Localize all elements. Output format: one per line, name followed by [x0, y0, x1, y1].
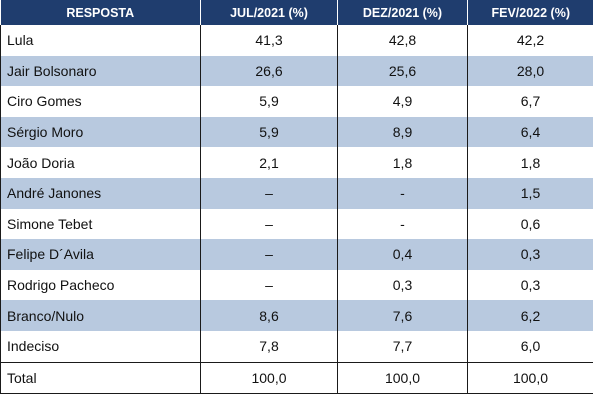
cell-fev-2022: 1,5: [467, 177, 593, 209]
cell-dez-2021: 25,6: [337, 55, 468, 87]
table-row: Rodrigo Pacheco – 0,3 0,3: [0, 269, 593, 301]
table-row: Felipe D´Avila – 0,4 0,3: [0, 239, 593, 270]
table-header: RESPOSTA JUL/2021 (%) DEZ/2021 (%) FEV/2…: [0, 0, 593, 25]
row-label: Simone Tebet: [0, 208, 201, 240]
row-label: Felipe D´Avila: [0, 239, 201, 270]
column-header-resposta: RESPOSTA: [0, 0, 201, 25]
table-row: Branco/Nulo 8,6 7,6 6,2: [0, 300, 593, 331]
table-row: Indeciso 7,8 7,7 6,0: [0, 330, 593, 363]
cell-jul-2021: 5,9: [200, 86, 338, 117]
column-header-fev-2022: FEV/2022 (%): [467, 0, 593, 25]
cell-fev-2022: 0,3: [467, 239, 593, 270]
table-row: André Janones – - 1,5: [0, 177, 593, 209]
cell-jul-2021: 5,9: [200, 116, 338, 148]
cell-jul-2021: –: [200, 239, 338, 270]
cell-fev-2022: 6,7: [467, 86, 593, 117]
row-label: Indeciso: [0, 330, 201, 363]
cell-jul-2021: 100,0: [200, 361, 338, 395]
table-row: Ciro Gomes 5,9 4,9 6,7: [0, 86, 593, 117]
cell-fev-2022: 42,2: [467, 25, 593, 56]
cell-dez-2021: -: [337, 208, 468, 240]
cell-jul-2021: –: [200, 208, 338, 240]
cell-dez-2021: 7,6: [337, 300, 468, 331]
cell-jul-2021: –: [200, 177, 338, 209]
row-label: Sérgio Moro: [0, 116, 201, 148]
table-row: João Doria 2,1 1,8 1,8: [0, 147, 593, 178]
cell-dez-2021: -: [337, 177, 468, 209]
cell-fev-2022: 6,2: [467, 300, 593, 331]
cell-dez-2021: 100,0: [337, 361, 468, 395]
column-header-dez-2021: DEZ/2021 (%): [337, 0, 468, 25]
table-row: Jair Bolsonaro 26,6 25,6 28,0: [0, 55, 593, 87]
cell-jul-2021: 2,1: [200, 147, 338, 178]
row-label: Jair Bolsonaro: [0, 55, 201, 87]
cell-fev-2022: 6,4: [467, 116, 593, 148]
header-row: RESPOSTA JUL/2021 (%) DEZ/2021 (%) FEV/2…: [0, 0, 593, 25]
cell-fev-2022: 0,3: [467, 269, 593, 301]
cell-fev-2022: 28,0: [467, 55, 593, 87]
cell-dez-2021: 4,9: [337, 86, 468, 117]
column-header-jul-2021: JUL/2021 (%): [200, 0, 338, 25]
row-label: André Janones: [0, 177, 201, 209]
cell-dez-2021: 8,9: [337, 116, 468, 148]
table-body: Lula 41,3 42,8 42,2 Jair Bolsonaro 26,6 …: [0, 25, 593, 395]
row-label: João Doria: [0, 147, 201, 178]
cell-jul-2021: 7,8: [200, 330, 338, 363]
table-row: Lula 41,3 42,8 42,2: [0, 25, 593, 56]
cell-jul-2021: 41,3: [200, 25, 338, 56]
cell-jul-2021: 26,6: [200, 55, 338, 87]
cell-fev-2022: 0,6: [467, 208, 593, 240]
table-row: Simone Tebet – - 0,6: [0, 208, 593, 240]
cell-dez-2021: 42,8: [337, 25, 468, 56]
row-label: Rodrigo Pacheco: [0, 269, 201, 301]
row-label: Total: [0, 361, 201, 395]
cell-dez-2021: 7,7: [337, 330, 468, 363]
poll-table: RESPOSTA JUL/2021 (%) DEZ/2021 (%) FEV/2…: [0, 0, 593, 395]
row-label: Branco/Nulo: [0, 300, 201, 331]
cell-jul-2021: –: [200, 269, 338, 301]
row-label: Ciro Gomes: [0, 86, 201, 117]
cell-dez-2021: 0,4: [337, 239, 468, 270]
cell-dez-2021: 1,8: [337, 147, 468, 178]
cell-fev-2022: 6,0: [467, 330, 593, 363]
cell-jul-2021: 8,6: [200, 300, 338, 331]
row-label: Lula: [0, 25, 201, 56]
cell-dez-2021: 0,3: [337, 269, 468, 301]
table-row: Sérgio Moro 5,9 8,9 6,4: [0, 116, 593, 148]
cell-fev-2022: 100,0: [467, 361, 593, 395]
cell-fev-2022: 1,8: [467, 147, 593, 178]
total-row: Total 100,0 100,0 100,0: [0, 361, 593, 395]
